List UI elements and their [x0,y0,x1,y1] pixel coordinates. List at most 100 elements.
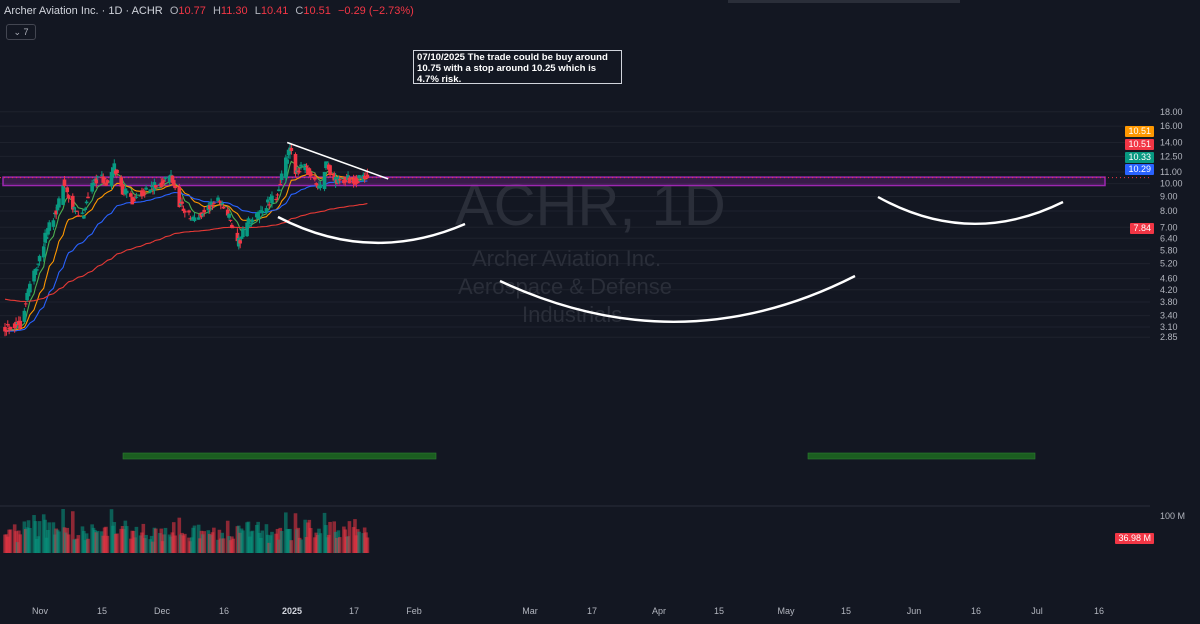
y-tick-label: 9.00 [1160,192,1178,202]
volume-bar [33,521,38,553]
candle-body [270,195,274,204]
candle-body [94,178,99,184]
candle-body [171,180,176,186]
price-tag: 10.33 [1125,152,1154,163]
volume-bar [192,525,197,553]
candle-body [239,236,244,239]
candle-body [112,163,117,171]
candle-body [278,183,283,185]
candle-body [84,201,89,204]
volume-last-tag: 36.98 M [1115,533,1154,544]
candle-body [22,310,27,322]
candle-body [318,184,323,188]
candle-body [322,171,327,190]
candle-body [220,202,224,205]
indicator-count: 7 [23,27,29,37]
candle-body [192,217,197,222]
candle-body [44,236,49,240]
x-tick-label: Jun [907,606,922,616]
x-tick-label: Jul [1031,606,1043,616]
y-tick-label: 11.00 [1160,167,1182,177]
candle-body [284,157,288,179]
cup-arc-2[interactable] [499,274,856,323]
candle-body [313,177,317,180]
x-tick-label: Dec [154,606,171,616]
candle-body [82,215,86,219]
candle-body [90,183,94,192]
candle-body [285,159,289,164]
volume-bar [337,537,342,553]
candle-body [47,222,52,231]
volume-bar [18,534,23,553]
volume-bar [86,538,90,553]
candle-body [153,185,158,188]
low-value: 10.41 [260,5,289,17]
volume-bar [212,527,216,553]
volume-bar [308,528,313,553]
cup-arc-1[interactable] [277,215,466,245]
candle-body [46,228,50,235]
candle-body [264,208,269,213]
candle-body [188,218,193,220]
candle-body [61,185,65,205]
close-value: 10.51 [303,5,331,17]
trendline[interactable] [286,141,389,180]
candle-body [221,206,226,209]
watermark-sector: Aerospace & Defense [458,274,672,299]
candle-body [328,165,332,176]
cup-arc-3[interactable] [877,195,1064,226]
candle-body [62,179,67,187]
candle-body [119,177,123,187]
volume-bar [124,526,129,553]
signal-strip [122,452,437,460]
resistance-zone[interactable] [0,176,1150,187]
price-axis[interactable]: 18.00 16.00 14.00 12.50 11.00 10.00 9.00 8.00 7.… [1160,107,1183,342]
candle-body [95,176,100,178]
candle-body [212,202,216,204]
candle-body [314,183,319,185]
volume-bar [163,527,168,553]
y-tick-label: 8.00 [1160,206,1178,216]
candle-body [148,189,153,193]
trade-note[interactable]: 07/10/2025 The trade could be buy around… [413,50,622,85]
volume-bar [28,527,32,553]
candle-body [65,187,70,193]
legend-header[interactable]: Archer Aviation Inc. · 1D · ACHR O10.77 … [4,5,414,17]
candle-body [231,226,236,228]
candle-body [33,268,38,275]
candle-body [266,199,270,203]
x-tick-label: 16 [971,606,981,616]
candle-body [241,228,245,238]
volume-bar [299,539,303,553]
top-panel-edge[interactable] [728,0,960,3]
candle-body [101,176,106,183]
candle-body [105,180,110,183]
candle-body [246,218,251,225]
symbol-title[interactable]: Archer Aviation Inc. · 1D · ACHR [4,5,163,17]
indicators-toggle[interactable]: ⌄ 7 [6,24,36,40]
drawings[interactable] [277,195,1064,323]
candle-body [245,222,249,237]
y-tick-label: 3.80 [1160,297,1178,307]
price-tag: 10.51 [1125,139,1154,150]
volume-bars [3,509,370,553]
volume-bar [8,529,13,553]
grid [0,111,1150,338]
watermark-name: Archer Aviation Inc. [472,246,661,271]
time-axis[interactable]: Nov 15 Dec 16 2025 17 Feb Mar 17 Apr 15 May 15 Jun 16 J… [32,606,1104,616]
candle-body [365,174,370,178]
resistance-zone-box [2,176,1106,187]
ema-line-200 [4,202,368,303]
volume-bar [37,521,42,553]
candle-body [177,186,182,208]
watermark-symbol: ACHR, 1D [455,173,726,238]
candle-body [32,270,36,282]
candle-body [277,189,281,191]
y-tick-label: 2.85 [1160,332,1178,342]
candle-body [149,186,154,188]
x-tick-label: 17 [349,606,359,616]
candle-body [297,171,302,173]
volume-bar [279,530,284,553]
